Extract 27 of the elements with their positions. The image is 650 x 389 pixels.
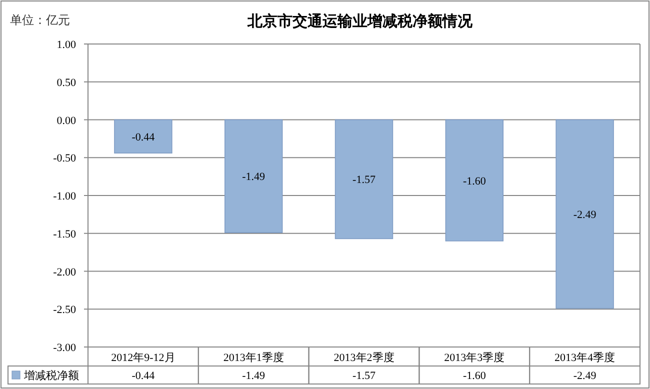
y-tick-label: 0.50 <box>56 76 76 89</box>
text: -0.44 <box>132 131 155 144</box>
text: -2.49 <box>573 209 596 222</box>
x-tick-label: 2013年4季度 <box>554 351 616 364</box>
x-tick-label: 2013年2季度 <box>334 351 394 364</box>
text: -1.57 <box>352 174 376 186</box>
y-tick-label: 1.00 <box>56 39 76 51</box>
data-label: -0.44 <box>132 370 156 382</box>
chart-title: 北京市交通运输业增减税净额情况 <box>246 12 474 30</box>
x-tick-label: 2013年1季度 <box>223 351 284 364</box>
data-label: -2.49 <box>573 370 597 382</box>
y-axis-title: 单位：亿元 <box>10 13 70 27</box>
text: -1.60 <box>462 175 486 188</box>
y-tick-label: 0.00 <box>56 114 76 127</box>
x-tick-label: 2013年3季度 <box>444 351 505 364</box>
data-label: -1.60 <box>462 370 486 382</box>
y-tick-label: -2.00 <box>53 266 76 278</box>
y-tick-label: -1.00 <box>53 190 76 202</box>
y-tick-label: -0.50 <box>53 152 76 165</box>
data-label: -1.57 <box>352 370 376 382</box>
text: -1.49 <box>242 171 266 184</box>
legend-label: 增减税净额 <box>23 369 79 382</box>
x-tick-label: 2012年9-12月 <box>111 352 176 364</box>
y-tick-label: -2.50 <box>53 304 76 316</box>
data-label: -1.49 <box>242 370 266 382</box>
y-tick-label: -3.00 <box>53 342 76 354</box>
y-tick-label: -1.50 <box>53 228 76 240</box>
